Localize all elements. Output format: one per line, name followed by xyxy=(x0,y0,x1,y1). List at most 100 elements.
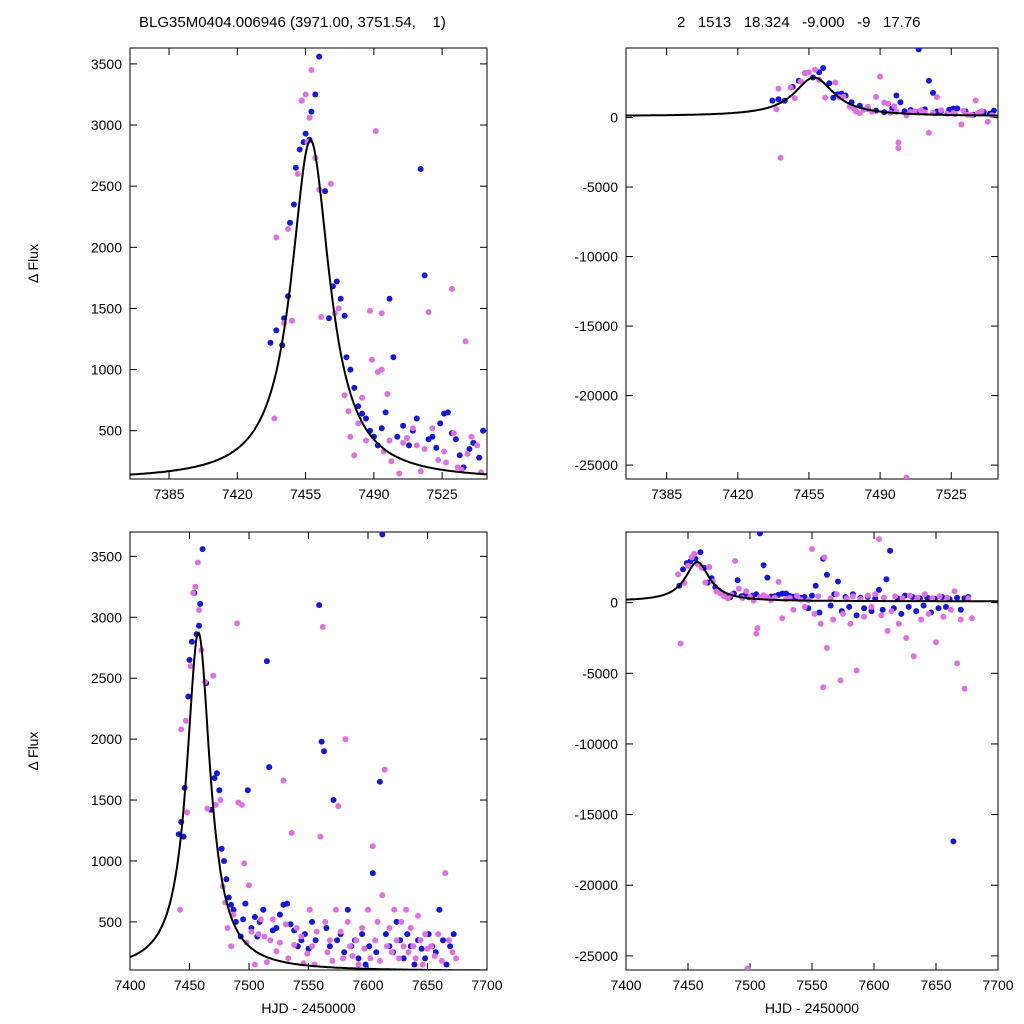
data-point xyxy=(861,605,868,612)
data-point xyxy=(938,107,945,114)
data-point xyxy=(873,93,879,100)
data-point xyxy=(317,833,324,840)
data-point xyxy=(223,876,230,883)
data-point xyxy=(217,797,224,803)
data-point xyxy=(291,942,298,948)
x-tick-label: 7500 xyxy=(734,977,765,993)
data-point xyxy=(379,532,386,538)
data-point xyxy=(386,437,393,444)
data-point xyxy=(386,925,393,931)
data-point xyxy=(312,91,319,98)
data-point xyxy=(251,961,258,968)
data-point xyxy=(797,78,804,85)
data-point xyxy=(775,85,782,92)
data-point xyxy=(398,918,405,925)
data-point xyxy=(735,585,742,592)
data-point xyxy=(422,955,429,962)
data-point xyxy=(790,606,797,613)
data-point xyxy=(411,961,418,968)
data-point xyxy=(273,948,280,955)
data-point xyxy=(764,574,771,581)
data-point xyxy=(194,559,201,566)
data-point xyxy=(302,91,309,98)
data-point xyxy=(903,635,910,641)
data-point xyxy=(337,928,344,935)
data-point xyxy=(879,606,886,613)
data-point xyxy=(382,409,389,416)
data-point xyxy=(257,916,264,923)
data-point xyxy=(312,937,319,944)
data-point xyxy=(832,79,839,86)
data-point xyxy=(381,766,388,773)
data-point xyxy=(951,588,958,595)
data-point xyxy=(421,272,428,279)
data-point xyxy=(969,615,975,622)
data-point xyxy=(367,307,373,314)
data-point xyxy=(957,616,964,623)
data-point xyxy=(388,949,395,956)
data-point xyxy=(333,278,340,285)
y-tick-label: -5000 xyxy=(582,665,618,681)
data-point xyxy=(697,549,704,556)
data-point xyxy=(321,748,327,755)
data-point xyxy=(961,685,968,692)
data-point xyxy=(464,450,471,457)
data-point xyxy=(267,339,274,346)
data-point xyxy=(791,95,798,102)
data-point xyxy=(942,603,949,610)
data-point xyxy=(910,653,917,660)
data-point xyxy=(263,658,270,665)
data-point xyxy=(753,630,760,637)
data-point xyxy=(404,931,411,938)
data-point xyxy=(306,114,313,121)
data-point xyxy=(316,602,323,609)
data-point xyxy=(287,219,293,226)
data-point xyxy=(337,295,344,302)
data-point xyxy=(775,96,782,103)
data-point xyxy=(743,588,750,595)
data-point xyxy=(883,576,890,583)
data-point xyxy=(453,955,460,962)
data-point xyxy=(438,957,445,964)
data-point xyxy=(898,610,905,617)
data-point xyxy=(228,943,235,950)
data-point xyxy=(359,931,366,938)
data-point xyxy=(197,600,204,607)
data-point xyxy=(242,900,249,907)
data-point xyxy=(248,928,255,935)
data-point xyxy=(204,805,211,812)
data-point xyxy=(368,356,375,363)
data-point xyxy=(448,285,455,292)
data-point xyxy=(449,949,456,956)
data-point xyxy=(329,957,336,964)
data-point xyxy=(915,48,922,53)
data-point xyxy=(285,955,292,962)
data-point xyxy=(744,965,751,970)
data-point xyxy=(895,620,902,627)
data-point xyxy=(936,593,943,600)
data-point xyxy=(190,589,197,596)
data-point xyxy=(240,916,247,923)
y-tick-label: 2500 xyxy=(91,670,122,686)
data-point xyxy=(892,593,899,600)
y-tick-label: -20000 xyxy=(574,877,618,893)
data-point xyxy=(178,726,185,733)
data-point xyxy=(180,833,187,840)
panel-bottom-left: 7400 7450 7500 7550 7600 7650 7700 500 1000 1500 2… xyxy=(25,531,503,1016)
data-point xyxy=(345,408,352,415)
data-point xyxy=(452,436,459,443)
data-point xyxy=(794,592,801,599)
x-tick-label: 7550 xyxy=(796,977,827,993)
model-curve xyxy=(626,76,998,117)
data-point xyxy=(369,843,376,850)
x-tick-label: 7400 xyxy=(610,977,641,993)
y-tick-label: -20000 xyxy=(574,388,618,404)
data-point xyxy=(309,943,316,950)
data-point xyxy=(428,943,435,950)
x-tick-label: 7450 xyxy=(174,977,205,993)
model-curve xyxy=(130,631,487,970)
data-point xyxy=(724,595,731,602)
data-point xyxy=(304,950,311,957)
header-right-params: 2 1513 18.324 -9.000 -9 17.76 xyxy=(677,14,921,31)
data-point xyxy=(872,595,879,602)
